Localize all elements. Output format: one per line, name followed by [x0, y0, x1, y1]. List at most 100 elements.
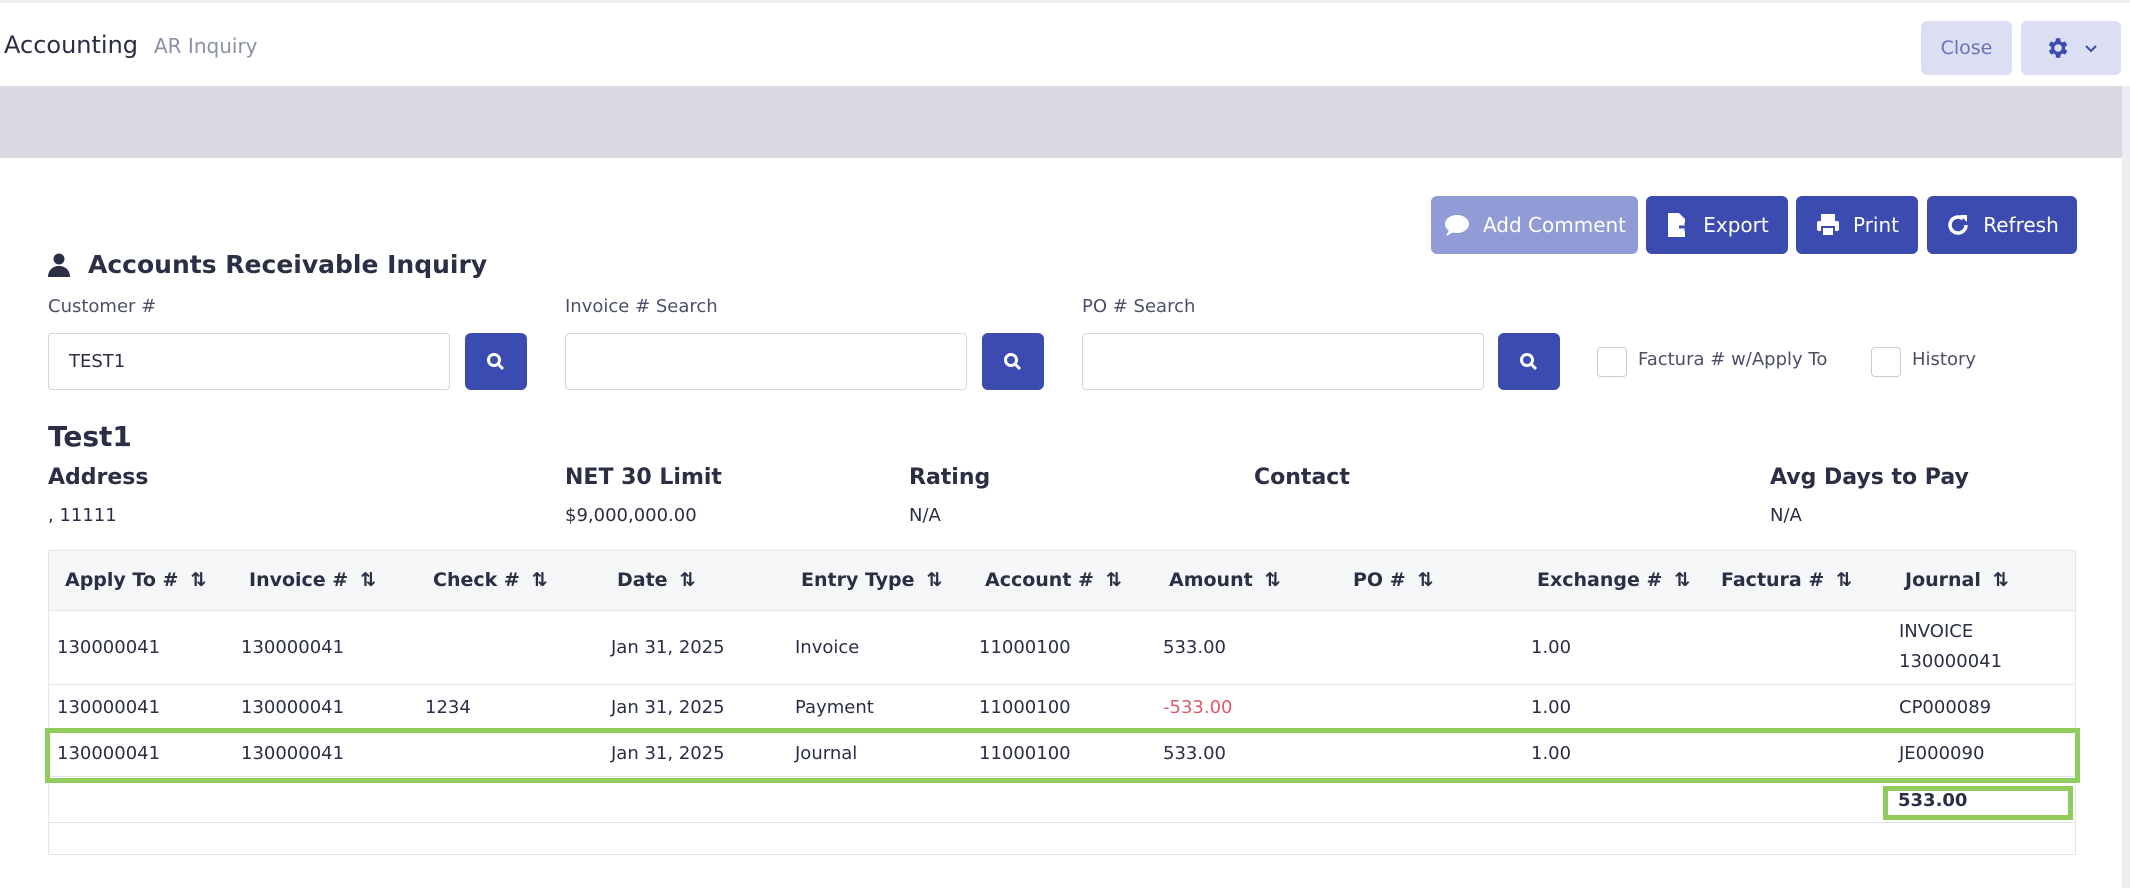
top-bar: Accounting AR Inquiry Close: [0, 0, 2130, 86]
section-title: Accounts Receivable Inquiry: [48, 250, 487, 279]
add-comment-button[interactable]: Add Comment: [1431, 196, 1638, 254]
sort-icon[interactable]: ⇅: [1674, 569, 1691, 591]
address-heading: Address: [48, 465, 149, 490]
breadcrumb-page[interactable]: AR Inquiry: [154, 34, 258, 58]
printer-icon: [1816, 214, 1839, 237]
export-label: Export: [1703, 213, 1769, 237]
column-header-invoice[interactable]: Invoice # ⇅: [249, 569, 377, 591]
sort-icon[interactable]: ⇅: [679, 569, 696, 591]
credit-limit-heading: NET 30 Limit: [565, 465, 722, 490]
cell-exchange: 1.00: [1531, 743, 1572, 764]
search-icon: [1004, 352, 1022, 370]
cell-entry-type: Journal: [795, 743, 858, 764]
sort-icon[interactable]: ⇅: [1264, 569, 1281, 591]
avg-days-value: N/A: [1770, 505, 1802, 526]
cell-date: Jan 31, 2025: [611, 637, 725, 658]
close-button[interactable]: Close: [1921, 21, 2012, 75]
column-header-amount[interactable]: Amount ⇅: [1169, 569, 1281, 591]
search-icon: [487, 352, 505, 370]
search-icon: [1520, 352, 1538, 370]
history-checkbox[interactable]: [1871, 347, 1901, 377]
cell-entry-type: Payment: [795, 697, 874, 718]
column-header-account[interactable]: Account # ⇅: [985, 569, 1122, 591]
cell-account: 11000100: [979, 637, 1071, 658]
address-value: , 11111: [48, 505, 117, 526]
cell-amount: -533.00: [1163, 697, 1233, 718]
cell-entry-type: Invoice: [795, 637, 860, 658]
journal-line: INVOICE: [1899, 621, 1974, 642]
content-card: [4, 158, 2120, 883]
sort-icon[interactable]: ⇅: [1105, 569, 1122, 591]
sort-icon[interactable]: ⇅: [926, 569, 943, 591]
settings-dropdown-button[interactable]: [2021, 21, 2121, 75]
cell-account: 11000100: [979, 697, 1071, 718]
column-header-factura[interactable]: Factura # ⇅: [1721, 569, 1853, 591]
column-header-journal[interactable]: Journal ⇅: [1905, 569, 2009, 591]
invoice-search-button[interactable]: [982, 333, 1044, 390]
cell-apply-to: 130000041: [57, 637, 161, 658]
totals-row: [49, 777, 2075, 823]
sort-icon[interactable]: ⇅: [1417, 569, 1434, 591]
cell-invoice: 130000041: [241, 637, 345, 658]
table-row[interactable]: 130000041 130000041 Jan 31, 2025 Journal…: [49, 731, 2075, 777]
customer-input[interactable]: [48, 333, 450, 390]
comment-icon: [1444, 215, 1469, 236]
user-icon: [48, 253, 70, 277]
sort-icon[interactable]: ⇅: [190, 569, 207, 591]
invoice-search-label: Invoice # Search: [565, 296, 718, 317]
rating-value: N/A: [909, 505, 941, 526]
print-button[interactable]: Print: [1796, 196, 1918, 254]
cell-journal: JE000090: [1899, 743, 1985, 764]
column-header-exchange[interactable]: Exchange # ⇅: [1537, 569, 1691, 591]
contact-heading: Contact: [1254, 465, 1350, 490]
section-title-text: Accounts Receivable Inquiry: [88, 250, 488, 279]
refresh-button[interactable]: Refresh: [1927, 196, 2077, 254]
avg-days-heading: Avg Days to Pay: [1770, 465, 1969, 490]
refresh-label: Refresh: [1983, 213, 2059, 237]
export-button[interactable]: Export: [1646, 196, 1788, 254]
cell-check: 1234: [425, 697, 471, 718]
cell-journal: CP000089: [1899, 697, 1992, 718]
refresh-icon: [1948, 215, 1968, 235]
factura-apply-to-checkbox[interactable]: [1597, 347, 1627, 377]
export-icon: [1668, 213, 1692, 237]
ar-table: Apply To # ⇅ Invoice # ⇅ Check # ⇅ Date ⇅ En…: [48, 550, 2076, 855]
po-search-label: PO # Search: [1082, 296, 1196, 317]
gear-icon: [2048, 38, 2068, 58]
cell-apply-to: 130000041: [57, 697, 161, 718]
cell-invoice: 130000041: [241, 697, 345, 718]
invoice-search-input[interactable]: [565, 333, 967, 390]
column-header-date[interactable]: Date ⇅: [617, 569, 696, 591]
column-header-entry-type[interactable]: Entry Type ⇅: [801, 569, 943, 591]
print-label: Print: [1852, 213, 1899, 237]
amount-total: 533.00: [1898, 790, 1968, 811]
cell-account: 11000100: [979, 743, 1071, 764]
table-row[interactable]: 130000041 130000041 1234 Jan 31, 2025 Pa…: [49, 685, 2075, 731]
column-header-po[interactable]: PO # ⇅: [1353, 569, 1434, 591]
cell-invoice: 130000041: [241, 743, 345, 764]
sort-icon[interactable]: ⇅: [360, 569, 377, 591]
sort-icon[interactable]: ⇅: [1992, 569, 2009, 591]
cell-apply-to: 130000041: [57, 743, 161, 764]
cell-exchange: 1.00: [1531, 637, 1572, 658]
rating-heading: Rating: [909, 465, 991, 490]
table-header: Apply To # ⇅ Invoice # ⇅ Check # ⇅ Date ⇅ En…: [49, 551, 2075, 611]
cell-exchange: 1.00: [1531, 697, 1572, 718]
customer-name: Test1: [48, 420, 132, 453]
cell-date: Jan 31, 2025: [611, 697, 725, 718]
breadcrumb-app: Accounting: [4, 31, 139, 59]
cell-date: Jan 31, 2025: [611, 743, 725, 764]
scrollbar-track[interactable]: [2122, 86, 2130, 888]
factura-apply-to-label: Factura # w/Apply To: [1638, 349, 1828, 370]
history-label: History: [1912, 349, 1977, 370]
table-row[interactable]: 130000041 130000041 Jan 31, 2025 Invoice…: [49, 611, 2075, 685]
credit-limit-value: $9,000,000.00: [565, 505, 697, 526]
chevron-down-icon: [2085, 45, 2097, 53]
customer-search-button[interactable]: [465, 333, 527, 390]
po-search-button[interactable]: [1498, 333, 1560, 390]
column-header-check[interactable]: Check # ⇅: [433, 569, 548, 591]
column-header-apply-to[interactable]: Apply To # ⇅: [65, 569, 207, 591]
sort-icon[interactable]: ⇅: [531, 569, 548, 591]
po-search-input[interactable]: [1082, 333, 1484, 390]
sort-icon[interactable]: ⇅: [1836, 569, 1853, 591]
